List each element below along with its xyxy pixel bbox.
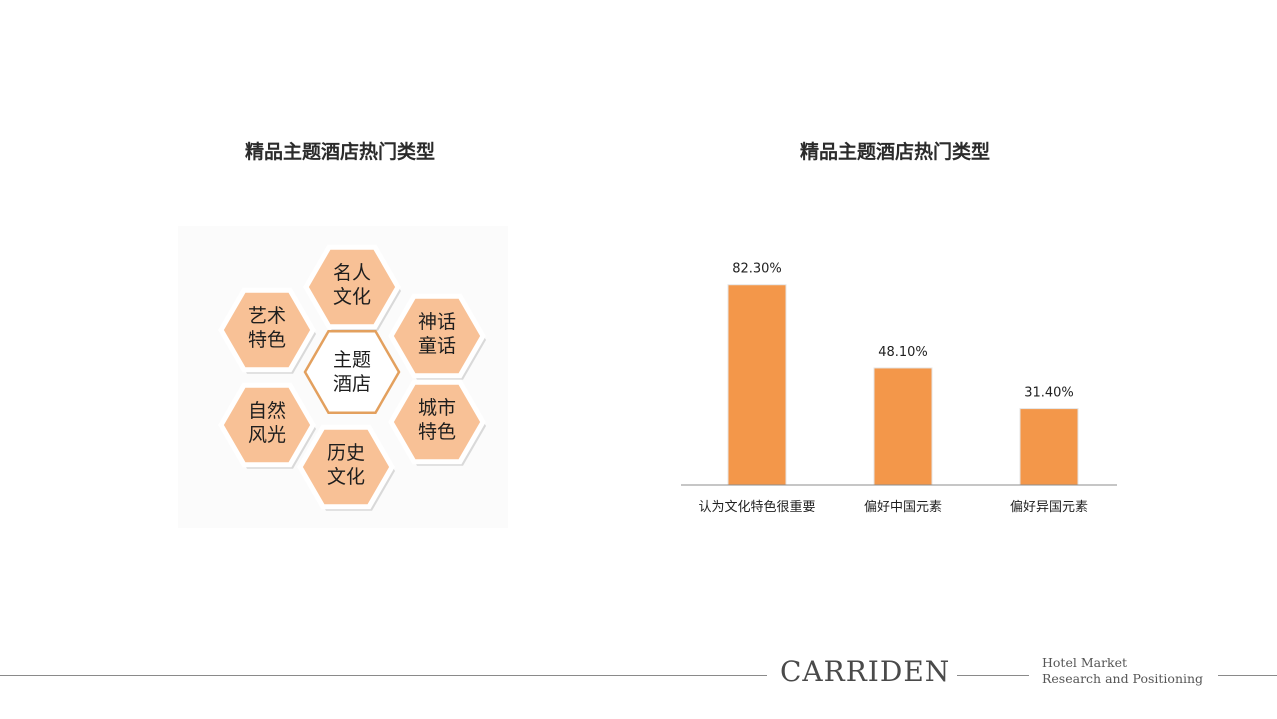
hex-label-line: 神话 [417,311,456,333]
hex-label-city-feature: 城市 特色 [397,396,477,444]
hexagon-celebrity-culture [303,244,401,330]
hex-label-line: 风光 [247,424,286,446]
tagline-line-1: Hotel Market [1042,655,1128,670]
footer-divider-right [1218,675,1277,676]
data-label-2: 48.10% [878,345,928,360]
hexagon-graphic [218,244,486,511]
hex-label-line: 童话 [417,335,456,357]
hex-panel-title: 精品主题酒店热门类型 [244,141,435,163]
theme-types-hexagon-diagram: 名人 文化 艺术 特色 神话 童话 主题 酒店 自然 风光 城市 特色 历史 文… [178,226,508,528]
hex-label-nature-scenery: 自然 风光 [227,399,307,447]
hexagon-history-culture [297,424,395,510]
hex-label-line: 名人 [332,262,371,284]
category-label-2: 偏好中国元素 [864,500,942,515]
hex-label-line: 特色 [247,329,286,351]
hex-label-line: 文化 [326,466,365,488]
bar-chart-svg: 82.30% 认为文化特色很重要 48.10% 偏好中国元素 31.40% 偏好异国元素 [681,262,1117,515]
hex-label-celebrity-culture: 名人 文化 [312,261,392,309]
hex-label-line: 历史 [326,442,365,464]
data-label-1: 82.30% [732,262,782,277]
bar-2 [873,367,933,486]
hexagon-theme-hotel-center [303,330,401,414]
hex-label-myth-fairytale: 神话 童话 [397,310,477,358]
hexagon-nature-scenery [218,382,316,468]
hex-label-line: 酒店 [332,373,371,395]
hex-label-art-feature: 艺术 特色 [227,304,307,352]
brand-tagline: Hotel Market Research and Positioning [1042,655,1203,687]
hex-label-line: 自然 [247,400,286,422]
chart-title: 精品主题酒店热门类型 [799,141,990,163]
hex-label-history-culture: 历史 文化 [306,441,386,489]
hex-label-line: 文化 [332,286,371,308]
bar-3 [1019,408,1079,486]
hex-label-line: 主题 [332,349,371,371]
hexagon-myth-fairytale [388,293,486,379]
category-label-1: 认为文化特色很重要 [698,499,815,515]
tagline-line-2: Research and Positioning [1042,671,1204,686]
bar-1 [727,284,787,486]
footer-divider-middle [957,675,1029,676]
hexagon-art-feature [218,287,316,373]
footer-divider-left [0,675,767,676]
data-label-3: 31.40% [1024,386,1074,401]
hex-label-line: 城市 [417,397,456,419]
hex-label-line: 艺术 [247,305,286,327]
category-label-3: 偏好异国元素 [1010,500,1088,515]
hex-label-line: 特色 [417,421,456,443]
hexagon-city-feature [388,379,486,465]
hex-label-theme-hotel-center: 主题 酒店 [312,348,392,396]
brand-logo-text: CARRIDEN [780,655,951,688]
bar-chart: 82.30% 认为文化特色很重要 48.10% 偏好中国元素 31.40% 偏好异国元素 [681,246,1121,526]
